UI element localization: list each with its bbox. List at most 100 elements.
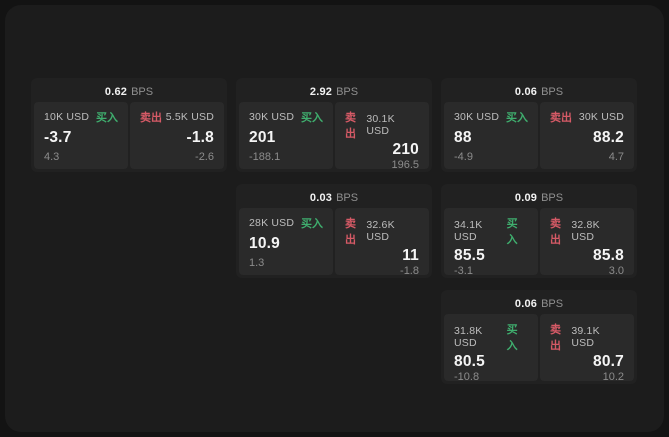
sell-amount-label: 32.6K USD <box>366 219 395 243</box>
main-panel: 0.62 BPS 10K USD 买入 -3.7 4.3 卖出 5.5K USD… <box>5 5 664 432</box>
bps-value: 2.92 <box>309 85 333 98</box>
bps-value: 0.06 <box>514 85 538 98</box>
buy-delta-value: 1.3 <box>249 257 265 269</box>
buy-main-value: 85.5 <box>454 247 485 264</box>
buy-side-label: 买入 <box>96 112 118 124</box>
bps-unit-label: BPS <box>336 191 359 204</box>
sell-delta-value: 196.5 <box>391 159 419 171</box>
sell-label-row: 卖出 32.6K USD <box>345 215 419 247</box>
sell-delta-value: -1.8 <box>400 265 419 277</box>
bps-unit-label: BPS <box>336 85 359 98</box>
quote-card: 0.06 BPS 31.8K USD 买入 80.5 -10.8 卖出 39.1… <box>441 290 637 384</box>
buy-delta-value: -3.1 <box>454 265 473 277</box>
buy-label-row: 10K USD 买入 <box>44 109 118 125</box>
buy-delta-value: -4.9 <box>454 151 473 163</box>
sell-delta-value: 3.0 <box>608 265 624 277</box>
buy-main-value: 88 <box>454 129 472 146</box>
buy-main-value: 80.5 <box>454 353 485 370</box>
quote-card: 0.03 BPS 28K USD 买入 10.9 1.3 卖出 32.6K US… <box>236 184 432 278</box>
sell-tile[interactable]: 卖出 32.8K USD 85.8 3.0 <box>540 208 634 277</box>
buy-delta-value: -188.1 <box>249 151 281 163</box>
card-body: 34.1K USD 买入 85.5 -3.1 卖出 32.8K USD 85.8… <box>444 208 634 277</box>
buy-label-row: 34.1K USD 买入 <box>454 215 528 247</box>
quote-card: 0.06 BPS 30K USD 买入 88 -4.9 卖出 30K USD 8… <box>441 78 637 172</box>
sell-label-row: 卖出 30K USD <box>550 109 624 125</box>
sell-amount-label: 32.8K USD <box>571 219 600 243</box>
buy-tile[interactable]: 31.8K USD 买入 80.5 -10.8 <box>444 314 538 383</box>
sell-side-label: 卖出 <box>550 218 561 246</box>
buy-tile[interactable]: 10K USD 买入 -3.7 4.3 <box>34 102 128 169</box>
buy-main-value: 201 <box>249 129 276 146</box>
sell-side-label: 卖出 <box>140 112 162 124</box>
card-body: 30K USD 买入 201 -188.1 卖出 30.1K USD 210 1… <box>239 102 429 171</box>
bps-value: 0.09 <box>514 191 538 204</box>
sell-amount-label: 5.5K USD <box>165 111 214 123</box>
sell-label-row: 卖出 39.1K USD <box>550 321 624 353</box>
buy-label-row: 28K USD 买入 <box>249 215 323 231</box>
card-header: 0.09 BPS <box>444 187 634 208</box>
card-header: 0.06 BPS <box>444 293 634 314</box>
buy-side-label: 买入 <box>301 112 323 124</box>
card-header: 0.06 BPS <box>444 81 634 102</box>
buy-tile[interactable]: 34.1K USD 买入 85.5 -3.1 <box>444 208 538 277</box>
buy-tile[interactable]: 30K USD 买入 201 -188.1 <box>239 102 333 169</box>
sell-main-value: 88.2 <box>593 129 624 146</box>
buy-amount-label: 30K USD <box>249 111 295 123</box>
buy-amount-label: 34.1K USD <box>454 219 483 243</box>
card-body: 30K USD 买入 88 -4.9 卖出 30K USD 88.2 4.7 <box>444 102 634 169</box>
buy-side-label: 买入 <box>506 112 528 124</box>
sell-amount-label: 30K USD <box>578 111 624 123</box>
quote-card: 2.92 BPS 30K USD 买入 201 -188.1 卖出 30.1K … <box>236 78 432 172</box>
sell-tile[interactable]: 卖出 30.1K USD 210 196.5 <box>335 102 429 171</box>
bps-value: 0.62 <box>104 85 128 98</box>
bps-unit-label: BPS <box>541 297 564 310</box>
bps-unit-label: BPS <box>541 85 564 98</box>
quote-card: 0.09 BPS 34.1K USD 买入 85.5 -3.1 卖出 32.8K… <box>441 184 637 278</box>
sell-main-value: 80.7 <box>593 353 624 370</box>
buy-tile[interactable]: 30K USD 买入 88 -4.9 <box>444 102 538 169</box>
sell-side-label: 卖出 <box>550 112 572 124</box>
buy-delta-value: -10.8 <box>454 371 480 383</box>
buy-amount-label: 10K USD <box>44 111 90 123</box>
sell-tile[interactable]: 卖出 39.1K USD 80.7 10.2 <box>540 314 634 383</box>
bps-unit-label: BPS <box>541 191 564 204</box>
sell-tile[interactable]: 卖出 30K USD 88.2 4.7 <box>540 102 634 169</box>
buy-side-label: 买入 <box>506 324 518 352</box>
cards-grid: 0.62 BPS 10K USD 买入 -3.7 4.3 卖出 5.5K USD… <box>31 78 637 384</box>
buy-delta-value: 4.3 <box>44 151 60 163</box>
buy-label-row: 30K USD 买入 <box>454 109 528 125</box>
sell-main-value: 11 <box>402 247 419 264</box>
sell-main-value: -1.8 <box>186 129 214 146</box>
sell-delta-value: 10.2 <box>602 371 624 383</box>
sell-tile[interactable]: 卖出 32.6K USD 11 -1.8 <box>335 208 429 277</box>
quote-card: 0.62 BPS 10K USD 买入 -3.7 4.3 卖出 5.5K USD… <box>31 78 227 172</box>
card-header: 2.92 BPS <box>239 81 429 102</box>
sell-side-label: 卖出 <box>550 324 561 352</box>
buy-side-label: 买入 <box>506 218 518 246</box>
buy-amount-label: 28K USD <box>249 217 295 229</box>
sell-tile[interactable]: 卖出 5.5K USD -1.8 -2.6 <box>130 102 224 169</box>
sell-amount-label: 30.1K USD <box>366 113 395 137</box>
buy-amount-label: 30K USD <box>454 111 500 123</box>
buy-side-label: 买入 <box>301 218 323 230</box>
buy-label-row: 30K USD 买入 <box>249 109 323 125</box>
sell-delta-value: 4.7 <box>608 151 624 163</box>
card-body: 31.8K USD 买入 80.5 -10.8 卖出 39.1K USD 80.… <box>444 314 634 383</box>
sell-main-value: 85.8 <box>593 247 624 264</box>
bps-value: 0.06 <box>514 297 538 310</box>
buy-main-value: 10.9 <box>249 235 280 252</box>
card-body: 28K USD 买入 10.9 1.3 卖出 32.6K USD 11 -1.8 <box>239 208 429 277</box>
sell-label-row: 卖出 32.8K USD <box>550 215 624 247</box>
sell-amount-label: 39.1K USD <box>571 325 600 349</box>
card-header: 0.03 BPS <box>239 187 429 208</box>
buy-main-value: -3.7 <box>44 129 72 146</box>
bps-unit-label: BPS <box>131 85 154 98</box>
card-body: 10K USD 买入 -3.7 4.3 卖出 5.5K USD -1.8 -2.… <box>34 102 224 169</box>
sell-delta-value: -2.6 <box>195 151 214 163</box>
card-header: 0.62 BPS <box>34 81 224 102</box>
buy-tile[interactable]: 28K USD 买入 10.9 1.3 <box>239 208 333 275</box>
sell-main-value: 210 <box>392 141 419 158</box>
sell-side-label: 卖出 <box>345 112 356 140</box>
buy-amount-label: 31.8K USD <box>454 325 483 349</box>
bps-value: 0.03 <box>309 191 333 204</box>
